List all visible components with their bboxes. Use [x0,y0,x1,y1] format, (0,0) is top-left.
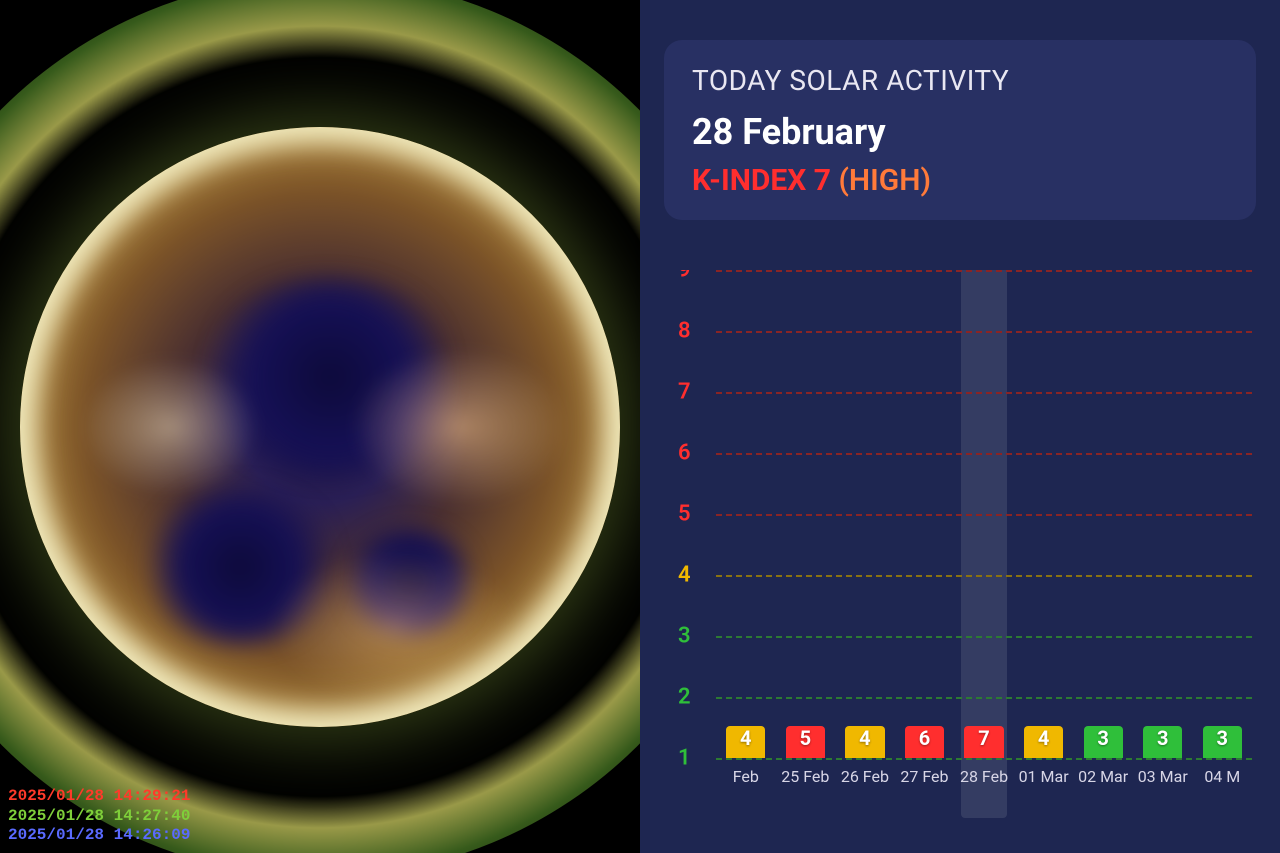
y-tick: 6 [678,441,691,466]
y-axis-label: K-INDEX [664,714,666,802]
gridline [716,331,1252,333]
bar-slot: 3 [1073,726,1133,758]
x-tick: 26 Feb [835,767,895,786]
active-region [80,357,260,497]
x-tick: 25 Feb [776,767,836,786]
x-tick: 01 Mar [1014,767,1074,786]
x-tick: 27 Feb [895,767,955,786]
y-tick: 1 [678,746,691,771]
card-title: TODAY SOLAR ACTIVITY [692,64,1228,97]
bar-slot: 6 [895,726,955,758]
summary-card: TODAY SOLAR ACTIVITY 28 February K-INDEX… [664,40,1256,220]
bar-value: 3 [1157,726,1168,750]
x-tick: 28 Feb [954,767,1014,786]
active-region [270,547,520,707]
root: 2025/01/28 14:29:21 2025/01/28 14:27:40 … [0,0,1280,853]
bar: 3 [1084,726,1123,758]
sun-disk [20,127,620,727]
gridline [716,758,1252,760]
bar-slot: 4 [716,726,776,758]
gridline [716,575,1252,577]
timestamp-red: 2025/01/28 14:29:21 [8,787,190,806]
bar-value: 4 [740,726,751,750]
y-tick: 5 [678,502,691,527]
bar-value: 3 [1097,726,1108,750]
bar-value: 4 [859,726,870,750]
y-tick: 2 [678,685,691,710]
bar: 3 [1203,726,1242,758]
card-date: 28 February [692,111,1228,153]
y-tick: 3 [678,624,691,649]
sun-wrap [0,0,640,853]
bar-slot: 5 [776,726,836,758]
x-tick: 02 Mar [1073,767,1133,786]
bar-value: 6 [919,726,930,750]
kindex-level: (HIGH) [838,163,931,198]
bar-value: 7 [978,726,989,750]
bar-slot: 3 [1133,726,1193,758]
bar-slot: 7 [954,726,1014,758]
bar: 7 [964,726,1003,758]
bar: 4 [726,726,765,758]
chart-plot-area: 454674333 123456789 [716,270,1252,758]
bar-value: 4 [1038,726,1049,750]
bar-slot: 4 [835,726,895,758]
gridline [716,453,1252,455]
bar: 4 [845,726,884,758]
gridline [716,514,1252,516]
kindex-value: K-INDEX 7 [692,163,831,198]
gridline [716,636,1252,638]
bar: 6 [905,726,944,758]
bar-slot: 4 [1014,726,1074,758]
timestamp-green: 2025/01/28 14:27:40 [8,807,190,826]
y-tick: 7 [678,380,691,405]
timestamp-blue: 2025/01/28 14:26:09 [8,826,190,845]
gridline [716,270,1252,272]
active-region [350,347,570,507]
bar: 4 [1024,726,1063,758]
x-tick: 04 M [1193,767,1253,786]
timestamp-stack: 2025/01/28 14:29:21 2025/01/28 14:27:40 … [8,787,190,845]
y-tick: 4 [678,563,691,588]
gridline [716,392,1252,394]
gridline [716,697,1252,699]
activity-panel: TODAY SOLAR ACTIVITY 28 February K-INDEX… [640,0,1280,853]
x-tick: Feb [716,767,776,786]
kindex-line: K-INDEX 7 (HIGH) [692,163,1228,198]
y-tick: 8 [678,319,691,344]
bar: 3 [1143,726,1182,758]
y-tick: 9 [678,270,691,283]
bar-value: 3 [1217,726,1228,750]
bar-value: 5 [800,726,811,750]
x-axis: Feb25 Feb26 Feb27 Feb28 Feb01 Mar02 Mar0… [716,767,1252,786]
kindex-chart: K-INDEX 4 5 4 6 7 4 3 3 3 1 2 3 4 5 6 7 8 9 Feb25 Feb26 … [664,270,1256,830]
bar: 5 [786,726,825,758]
bar-slot: 3 [1193,726,1253,758]
x-tick: 03 Mar [1133,767,1193,786]
sun-image-panel: 2025/01/28 14:29:21 2025/01/28 14:27:40 … [0,0,640,853]
